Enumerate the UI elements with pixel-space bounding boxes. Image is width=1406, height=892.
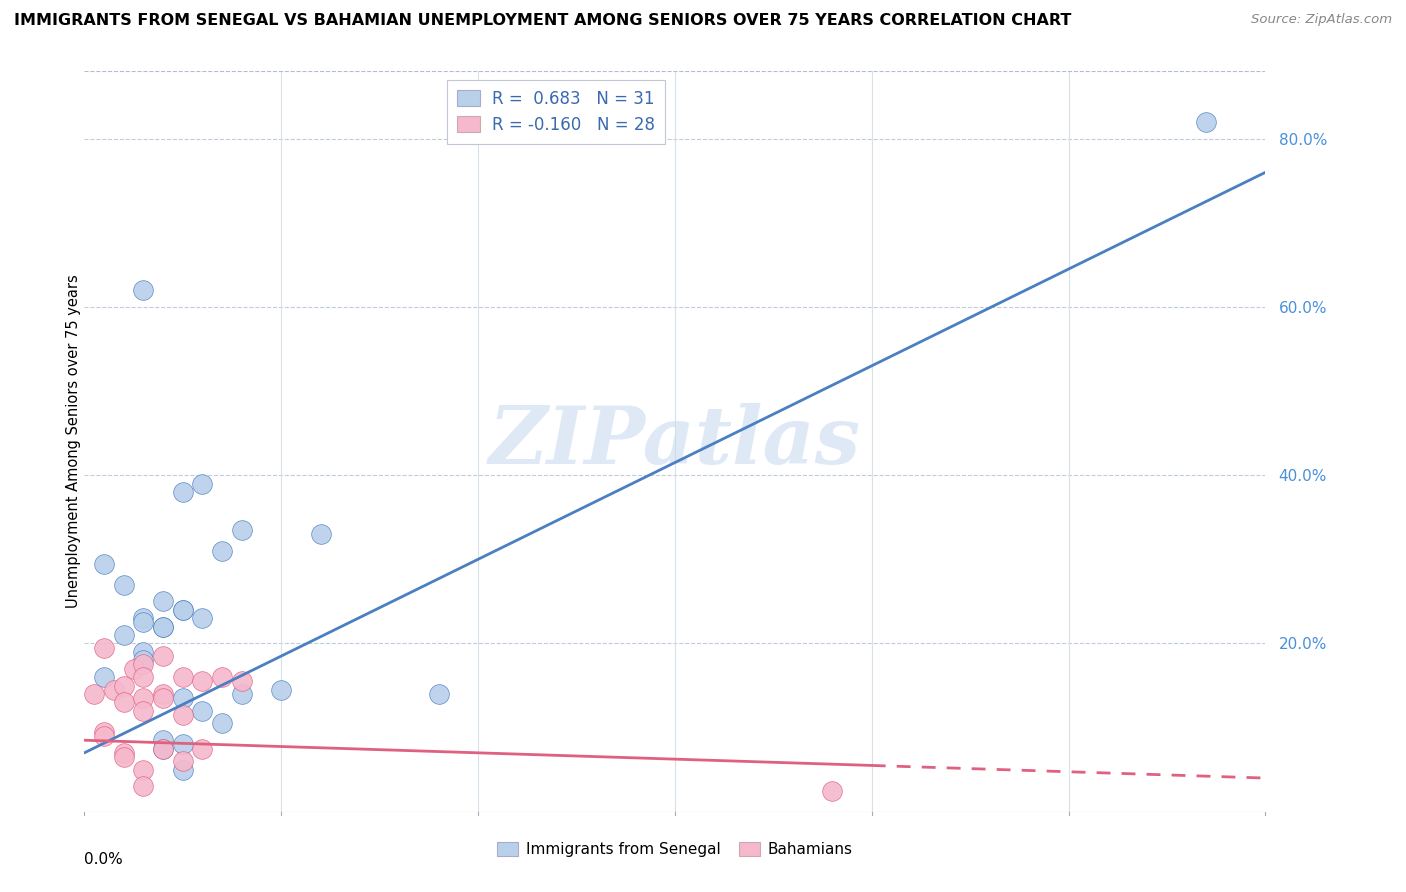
Point: [172, 485, 194, 500]
Point: [172, 738, 194, 752]
Text: IMMIGRANTS FROM SENEGAL VS BAHAMIAN UNEMPLOYMENT AMONG SENIORS OVER 75 YEARS COR: IMMIGRANTS FROM SENEGAL VS BAHAMIAN UNEM…: [14, 13, 1071, 29]
Point: [112, 695, 135, 709]
Point: [191, 741, 214, 756]
Point: [112, 577, 135, 591]
Point: [132, 653, 155, 667]
Point: [231, 674, 253, 689]
Point: [821, 783, 844, 797]
Point: [152, 619, 174, 633]
Point: [93, 729, 115, 743]
Point: [172, 670, 194, 684]
Point: [132, 763, 155, 777]
Point: [191, 704, 214, 718]
Point: [309, 527, 332, 541]
Point: [132, 611, 155, 625]
Point: [132, 645, 155, 659]
Text: ZIPatlas: ZIPatlas: [489, 403, 860, 480]
Point: [103, 682, 125, 697]
Point: [152, 733, 174, 747]
Point: [132, 670, 155, 684]
Point: [132, 657, 155, 672]
Point: [132, 691, 155, 706]
Point: [152, 687, 174, 701]
Point: [172, 603, 194, 617]
Point: [93, 640, 115, 655]
Point: [152, 594, 174, 608]
Point: [191, 476, 214, 491]
Point: [1195, 115, 1218, 129]
Point: [172, 708, 194, 723]
Point: [427, 687, 450, 701]
Point: [152, 741, 174, 756]
Point: [191, 611, 214, 625]
Point: [112, 750, 135, 764]
Point: [152, 741, 174, 756]
Point: [93, 670, 115, 684]
Point: [152, 649, 174, 664]
Text: 0.0%: 0.0%: [84, 853, 124, 867]
Point: [211, 670, 233, 684]
Legend: Immigrants from Senegal, Bahamians: Immigrants from Senegal, Bahamians: [491, 836, 859, 863]
Point: [152, 619, 174, 633]
Point: [231, 523, 253, 537]
Point: [112, 679, 135, 693]
Point: [172, 691, 194, 706]
Point: [270, 682, 292, 697]
Y-axis label: Unemployment Among Seniors over 75 years: Unemployment Among Seniors over 75 years: [66, 275, 80, 608]
Point: [132, 704, 155, 718]
Point: [132, 780, 155, 794]
Point: [93, 724, 115, 739]
Point: [93, 557, 115, 571]
Point: [112, 628, 135, 642]
Point: [172, 763, 194, 777]
Point: [122, 662, 145, 676]
Point: [172, 754, 194, 768]
Point: [211, 544, 233, 558]
Point: [83, 687, 105, 701]
Point: [211, 716, 233, 731]
Point: [132, 615, 155, 630]
Point: [152, 691, 174, 706]
Point: [191, 674, 214, 689]
Point: [112, 746, 135, 760]
Point: [172, 603, 194, 617]
Point: [231, 687, 253, 701]
Text: Source: ZipAtlas.com: Source: ZipAtlas.com: [1251, 13, 1392, 27]
Point: [132, 283, 155, 297]
